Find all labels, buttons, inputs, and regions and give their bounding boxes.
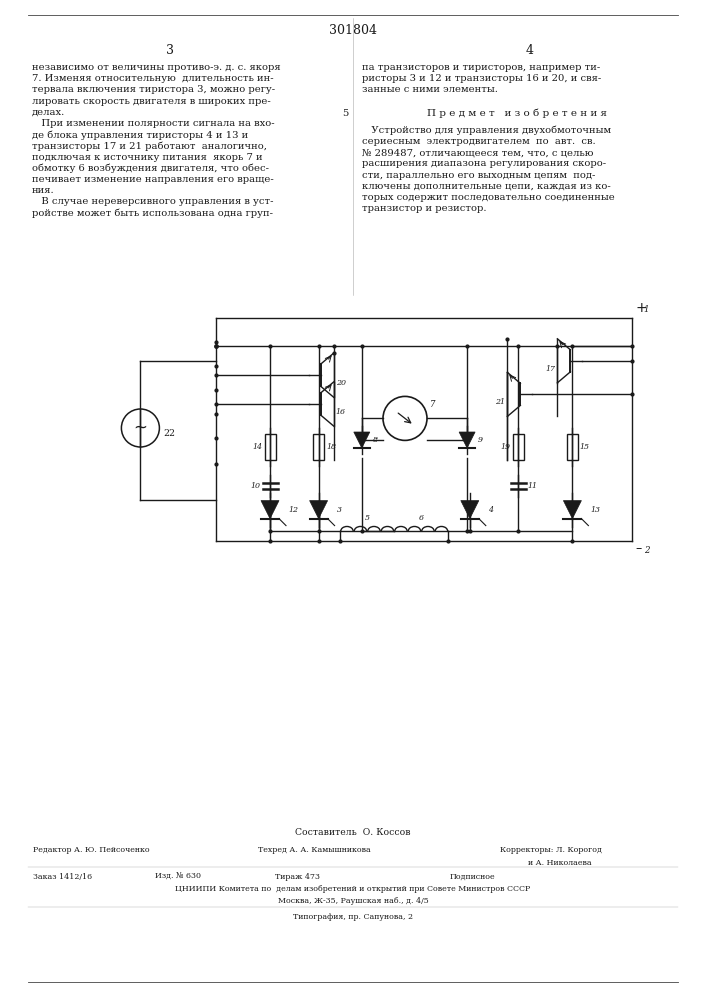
Text: 22: 22 [163, 428, 175, 438]
Polygon shape [563, 501, 581, 519]
Text: Тираж 473: Тираж 473 [275, 873, 320, 881]
Text: 6: 6 [419, 514, 423, 522]
Text: 7: 7 [430, 400, 436, 409]
Text: Редактор А. Ю. Пейсоченко: Редактор А. Ю. Пейсоченко [33, 846, 150, 854]
Text: 11: 11 [528, 482, 538, 490]
Bar [264, 434, 276, 460]
Text: подключая к источнику питания  якорь 7 и: подключая к источнику питания якорь 7 и [32, 153, 262, 162]
Polygon shape [261, 501, 279, 519]
Text: Устройство для управления двухобмоточным: Устройство для управления двухобмоточным [362, 126, 611, 135]
Text: лировать скорость двигателя в широких пре-: лировать скорость двигателя в широких пр… [32, 97, 271, 106]
Text: независимо от величины противо-э. д. с. якоря: независимо от величины противо-э. д. с. … [32, 63, 281, 72]
Text: 16: 16 [336, 408, 346, 416]
Text: +: + [636, 301, 648, 315]
Text: 3: 3 [337, 506, 341, 514]
Text: Техред А. А. Камышникова: Техред А. А. Камышникова [258, 846, 370, 854]
Text: Корректоры: Л. Корогод: Корректоры: Л. Корогод [500, 846, 602, 854]
Text: 8: 8 [373, 436, 378, 444]
Text: и А. Николаева: и А. Николаева [528, 859, 592, 867]
Text: транзисторы 17 и 21 работают  аналогично,: транзисторы 17 и 21 работают аналогично, [32, 141, 267, 151]
Text: 2: 2 [644, 546, 649, 555]
Text: ния.: ния. [32, 186, 54, 195]
Text: 301804: 301804 [329, 23, 377, 36]
Text: 15: 15 [580, 443, 590, 451]
Text: Подписное: Подписное [450, 873, 496, 881]
Text: 10: 10 [250, 482, 260, 490]
Polygon shape [310, 501, 327, 519]
Text: ройстве может быть использована одна груп-: ройстве может быть использована одна гру… [32, 209, 273, 218]
Text: сериесным  электродвигателем  по  авт.  св.: сериесным электродвигателем по авт. св. [362, 137, 595, 146]
Text: № 289487, отличающееся тем, что, с целью: № 289487, отличающееся тем, что, с целью [362, 148, 593, 157]
Text: транзистор и резистор.: транзистор и резистор. [362, 204, 486, 213]
Text: 5: 5 [342, 109, 349, 118]
Text: Заказ 1412/16: Заказ 1412/16 [33, 873, 92, 881]
Text: –: – [636, 542, 642, 555]
Text: 14: 14 [252, 443, 262, 451]
Polygon shape [459, 432, 475, 448]
Text: Типография, пр. Сапунова, 2: Типография, пр. Сапунова, 2 [293, 913, 413, 921]
Polygon shape [461, 501, 479, 519]
Text: ЦНИИПИ Комитета по  делам изобретений и открытий при Совете Министров СССР: ЦНИИПИ Комитета по делам изобретений и о… [175, 885, 531, 893]
Text: При изменении полярности сигнала на вхо-: При изменении полярности сигнала на вхо- [32, 119, 274, 128]
Text: тервала включения тиристора 3, можно регу-: тервала включения тиристора 3, можно рег… [32, 85, 275, 94]
Text: 5: 5 [365, 514, 370, 522]
Bar [567, 434, 578, 460]
Text: ~: ~ [134, 419, 147, 437]
Text: В случае нереверсивного управления в уст-: В случае нереверсивного управления в уст… [32, 197, 274, 206]
Text: 1: 1 [644, 305, 649, 314]
Text: делах.: делах. [32, 108, 65, 117]
Polygon shape [354, 432, 370, 448]
Bar [313, 434, 324, 460]
Text: П р е д м е т   и з о б р е т е н и я: П р е д м е т и з о б р е т е н и я [427, 109, 607, 118]
Text: занные с ними элементы.: занные с ними элементы. [362, 85, 498, 94]
Text: 12: 12 [288, 506, 298, 514]
Text: 18: 18 [326, 443, 336, 451]
Text: расширения диапазона регулирования скоро-: расширения диапазона регулирования скоро… [362, 159, 606, 168]
Text: де блока управления тиристоры 4 и 13 и: де блока управления тиристоры 4 и 13 и [32, 130, 248, 140]
Text: Изд. № 630: Изд. № 630 [155, 873, 201, 881]
Text: 4: 4 [526, 43, 534, 56]
Text: 9: 9 [478, 436, 483, 444]
Text: ключены дополнительные цепи, каждая из ко-: ключены дополнительные цепи, каждая из к… [362, 182, 611, 191]
Text: па транзисторов и тиристоров, например ти-: па транзисторов и тиристоров, например т… [362, 63, 600, 72]
Text: обмотку 6 возбуждения двигателя, что обес-: обмотку 6 возбуждения двигателя, что обе… [32, 164, 269, 173]
Text: 21: 21 [496, 398, 506, 406]
Text: 7. Изменяя относительную  длительность ин-: 7. Изменяя относительную длительность ин… [32, 74, 274, 83]
Text: сти, параллельно его выходным цепям  под-: сти, параллельно его выходным цепям под- [362, 171, 595, 180]
Text: 13: 13 [590, 506, 600, 514]
Text: Составитель  О. Коссов: Составитель О. Коссов [296, 828, 411, 837]
Text: 17: 17 [545, 365, 556, 373]
Text: ристоры 3 и 12 и транзисторы 16 и 20, и свя-: ристоры 3 и 12 и транзисторы 16 и 20, и … [362, 74, 601, 83]
Text: 4: 4 [488, 506, 493, 514]
Text: 20: 20 [336, 379, 346, 387]
Text: 19: 19 [501, 443, 511, 451]
Bar [513, 434, 524, 460]
Text: торых содержит последовательно соединенные: торых содержит последовательно соединенн… [362, 193, 615, 202]
Text: печивает изменение направления его враще-: печивает изменение направления его враще… [32, 175, 274, 184]
Text: 3: 3 [166, 43, 174, 56]
Text: Москва, Ж-35, Раушская наб., д. 4/5: Москва, Ж-35, Раушская наб., д. 4/5 [278, 897, 428, 905]
